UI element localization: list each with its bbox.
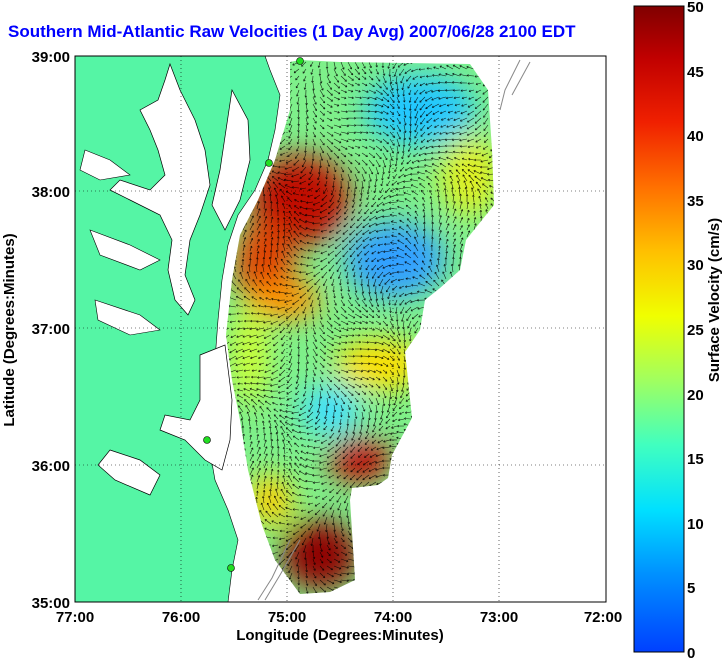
y-tick-label: 36:00	[32, 458, 70, 475]
x-tick-label: 77:00	[56, 609, 94, 626]
y-tick-label: 37:00	[32, 321, 70, 338]
grid-lines	[75, 56, 606, 602]
station-marker	[265, 159, 273, 167]
colorbar-tick-label: 50	[687, 0, 704, 16]
colorbar-tick-label: 45	[687, 64, 704, 81]
colorbar: 50 45 40 35 30 25 20 15 10 5 0 Surface V…	[633, 0, 723, 659]
station-marker	[203, 436, 211, 444]
x-tick-label: 75:00	[268, 609, 306, 626]
y-axis: 39:00 38:00 37:00 36:00 35:00 Latitude (…	[1, 49, 70, 612]
colorbar-tick-label: 40	[687, 128, 704, 145]
y-tick-label: 38:00	[32, 184, 70, 201]
colorbar-label: Surface Velocity (cm/s)	[706, 218, 723, 382]
colorbar-tick-label: 25	[687, 322, 704, 339]
x-tick-label: 76:00	[162, 609, 200, 626]
colorbar-tick-label: 0	[687, 645, 695, 659]
colorbar-tick-label: 15	[687, 451, 704, 468]
station-marker	[296, 57, 304, 65]
y-tick-label: 35:00	[32, 595, 70, 612]
land-mass	[75, 56, 531, 602]
station-marker	[227, 564, 235, 572]
x-axis: 77:00 76:00 75:00 74:00 73:00 72:00 Long…	[56, 609, 622, 644]
colorbar-tick-label: 5	[687, 580, 695, 597]
colorbar-tick-label: 30	[687, 257, 704, 274]
colorbar-tick-label: 20	[687, 387, 704, 404]
colorbar-scale	[633, 5, 685, 653]
x-tick-label: 73:00	[480, 609, 518, 626]
y-tick-label: 39:00	[32, 49, 70, 66]
x-axis-label: Longitude (Degrees:Minutes)	[236, 627, 444, 644]
x-tick-label: 72:00	[584, 609, 622, 626]
axes-frame	[74, 55, 607, 603]
x-tick-label: 74:00	[374, 609, 412, 626]
radar-stations	[203, 57, 304, 572]
colorbar-tick-label: 35	[687, 193, 704, 210]
colorbar-tick-label: 10	[687, 516, 704, 533]
map-title: Southern Mid-Atlantic Raw Velocities (1 …	[8, 22, 576, 41]
y-axis-label: Latitude (Degrees:Minutes)	[1, 233, 18, 426]
